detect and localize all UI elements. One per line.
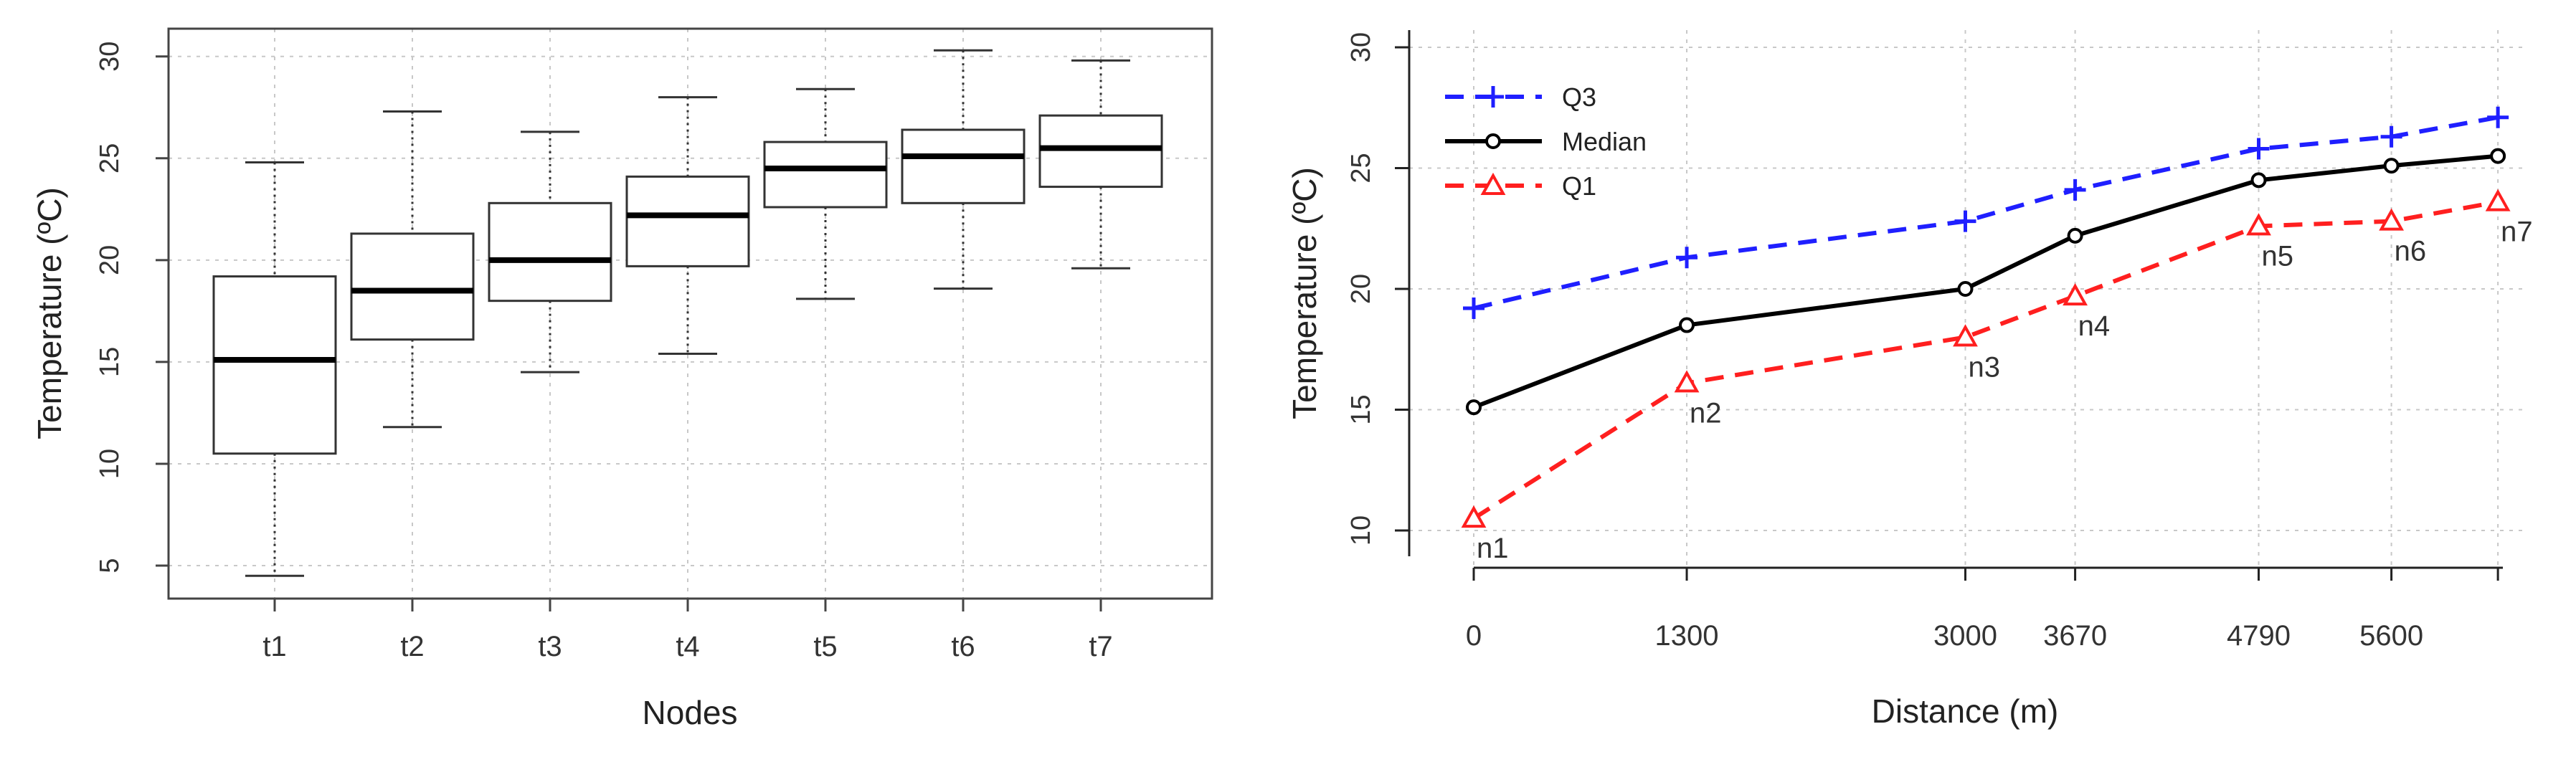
series-point-q3 (1676, 247, 1698, 269)
box-plot-x-tick-label: t1 (262, 631, 286, 662)
box-t5 (763, 87, 888, 300)
box-plot-y-tick-label: 10 (95, 449, 125, 479)
line-chart-x-tick-label: 0 (1466, 620, 1482, 652)
box-iqr-rect (1038, 114, 1163, 189)
series-point-q1 (1674, 370, 1700, 393)
series-point-median (2067, 227, 2083, 244)
point-label-n6: n6 (2395, 236, 2427, 267)
line-chart-y-tick-label: 25 (1346, 153, 1376, 183)
box-plot-y-tick-label: 30 (95, 42, 125, 72)
line-chart-x-axis-title: Distance (m) (1872, 692, 2059, 730)
series-point-q1 (2246, 213, 2271, 236)
line-chart-grid (1409, 30, 2528, 568)
line-chart-x-tick-label: 5600 (2359, 620, 2423, 652)
series-point-median (1466, 399, 1482, 416)
line-chart-x-tick-label: 3000 (1933, 620, 1997, 652)
box-plot-y-tick-label: 25 (95, 143, 125, 173)
series-point-q1 (2485, 189, 2511, 211)
series-point-q1 (2063, 283, 2088, 306)
legend-label-q1: Q1 (1562, 171, 1596, 201)
box-plot-y-axis-title: Temperature (ºC) (31, 187, 68, 439)
box-iqr-rect (625, 175, 750, 267)
series-point-q3 (2248, 138, 2270, 160)
box-plot-frame (167, 27, 1213, 600)
box-plot-x-tick-label: t5 (813, 631, 837, 662)
point-label-n5: n5 (2262, 240, 2294, 272)
series-point-q3 (1954, 210, 1976, 232)
line-chart-series: n1 n2 n3 n4 n5 n6 n7 (1461, 106, 2533, 564)
series-median (1466, 148, 2506, 416)
series-point-median (1679, 317, 1695, 333)
series-point-q1 (1461, 505, 1487, 528)
box-t7 (1038, 59, 1163, 270)
box-plot-x-tick-label: t2 (400, 631, 424, 662)
legend-marker-q1 (1480, 172, 1506, 195)
series-point-q3 (2064, 178, 2086, 201)
box-iqr-rect (901, 128, 1026, 204)
line-chart-legend: Q3 Median Q1 (1445, 82, 1647, 201)
series-point-q3 (2487, 106, 2509, 128)
box-t4 (625, 96, 750, 356)
line-chart-y-tick-label: 30 (1346, 32, 1376, 62)
box-plot-x-axis-title: Nodes (643, 694, 738, 731)
box-t3 (488, 130, 612, 373)
box-iqr-rect (488, 201, 612, 303)
box-iqr-rect (763, 141, 888, 209)
series-point-q3 (2380, 125, 2402, 148)
box-t1 (212, 161, 337, 577)
box-plot-x-tick-label: t6 (951, 631, 975, 662)
legend-label-median: Median (1562, 127, 1647, 156)
series-point-median (1957, 281, 1974, 297)
series-point-median (2490, 148, 2506, 164)
legend-label-q3: Q3 (1562, 82, 1596, 112)
box-plot-x-axis: t1 t2 t3 t4 t5 t6 t7 (262, 599, 1113, 662)
point-label-n3: n3 (1969, 351, 2001, 383)
legend-marker-median (1485, 133, 1501, 149)
series-point-q1 (1953, 324, 1978, 347)
box-plot-y-tick-label: 5 (95, 558, 125, 573)
point-label-n2: n2 (1690, 397, 1722, 429)
series-q1 (1461, 189, 2511, 528)
box-plot-x-tick-label: t4 (676, 631, 699, 662)
box-plot-y-tick-label: 20 (95, 245, 125, 275)
point-label-n1: n1 (1477, 533, 1509, 564)
point-label-n4: n4 (2078, 310, 2111, 342)
box-plot-y-tick-label: 15 (95, 347, 125, 377)
box-t2 (350, 110, 475, 429)
line-chart-y-tick-label: 10 (1346, 515, 1376, 546)
line-chart-y-axis-title: Temperature (ºC) (1286, 167, 1323, 419)
box-plot-boxes (212, 49, 1163, 577)
box-plot-chart: 5 10 15 20 25 30 t1 t2 t3 t4 t5 t6 t7 Nodes Tempera… (31, 27, 1213, 731)
line-chart-x-tick-label: 4790 (2227, 620, 2291, 652)
line-chart-y-tick-label: 20 (1346, 274, 1376, 304)
series-q3 (1463, 106, 2509, 319)
legend-marker-q3 (1482, 86, 1504, 108)
box-plot-y-axis: 5 10 15 20 25 30 (95, 42, 169, 573)
box-iqr-rect (350, 232, 475, 341)
box-t6 (901, 49, 1026, 290)
box-plot-x-tick-label: t7 (1089, 631, 1112, 662)
series-point-q1 (2379, 208, 2405, 231)
line-chart-x-tick-label: 3670 (2043, 620, 2107, 652)
line-chart-y-tick-label: 15 (1346, 394, 1376, 424)
point-label-n7: n7 (2501, 216, 2533, 248)
line-chart-x-tick-label: 1300 (1655, 620, 1719, 652)
series-point-q3 (1463, 297, 1484, 319)
box-iqr-rect (212, 275, 337, 455)
line-chart-x-axis: 0 1300 3000 3670 4790 5600 (1466, 568, 2499, 652)
series-point-median (2250, 172, 2267, 189)
series-point-median (2383, 158, 2400, 174)
box-plot-x-tick-label: t3 (538, 631, 562, 662)
line-chart-y-axis: 10 15 20 25 30 (1346, 32, 1409, 546)
